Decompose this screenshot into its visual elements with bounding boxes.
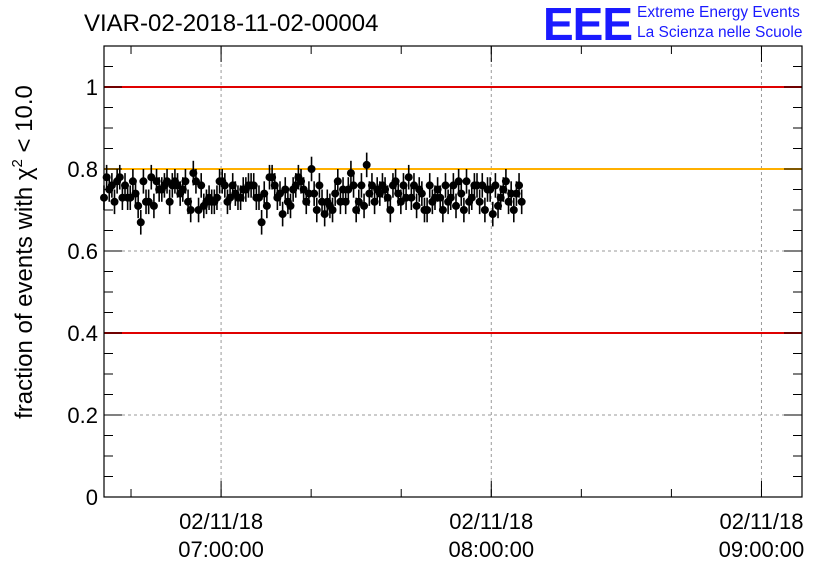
data-point — [509, 206, 518, 214]
data-point — [417, 189, 426, 198]
y-axis-title-suffix: < 10.0 — [11, 85, 38, 159]
y-tick-label: 0.2 — [67, 403, 98, 428]
data-point — [412, 201, 421, 210]
y-tick-label: 0 — [86, 485, 98, 510]
data-point — [425, 181, 434, 190]
plot-frame — [103, 45, 803, 498]
x-tick-label-time: 08:00:00 — [448, 537, 534, 562]
data-layer — [100, 152, 526, 235]
data-point — [480, 206, 489, 214]
data-point — [262, 201, 271, 210]
grid-layer — [104, 46, 802, 497]
data-point — [110, 197, 119, 206]
data-point — [220, 181, 229, 190]
x-tick-label-date: 02/11/18 — [179, 509, 263, 534]
y-tick-label: 0.4 — [67, 321, 98, 346]
data-point — [441, 181, 450, 190]
y-axis-title-prefix: fraction of events with — [11, 180, 38, 419]
data-point — [459, 206, 468, 214]
x-tick-label-time: 07:00:00 — [178, 537, 264, 562]
data-point — [423, 206, 432, 214]
data-point — [475, 197, 484, 206]
tick-labels: 0 0.2 0.4 0.6 0.8 1 02/11/18 07:00:00 02/11/18 08… — [67, 75, 804, 562]
tick-marks — [104, 45, 802, 498]
data-point — [181, 177, 190, 186]
y-tick-label: 0.6 — [67, 239, 98, 264]
data-point — [212, 193, 221, 202]
data-point — [315, 181, 324, 190]
data-point — [362, 160, 371, 169]
data-point — [312, 206, 321, 214]
eee-logo-line1: Extreme Energy Events — [637, 4, 800, 21]
y-axis-title-symbol: χ — [11, 167, 38, 180]
data-point — [136, 218, 145, 227]
data-point — [360, 201, 369, 210]
data-point — [515, 181, 524, 190]
data-point — [517, 197, 526, 206]
x-tick-label-date: 02/11/18 — [449, 509, 533, 534]
eee-logo: EEE Extreme Energy Events La Scienza nel… — [543, 0, 833, 50]
x-tick-label-date: 02/11/18 — [719, 509, 803, 534]
data-point — [328, 206, 337, 214]
y-tick-label: 0.8 — [67, 157, 98, 182]
y-tick-label: 1 — [86, 75, 98, 100]
data-point — [457, 189, 466, 198]
data-point — [357, 181, 366, 190]
data-point — [186, 206, 195, 214]
data-point — [139, 177, 148, 186]
data-point — [149, 201, 158, 210]
data-point — [488, 210, 497, 219]
data-point — [310, 189, 319, 198]
data-point — [462, 177, 471, 186]
data-point — [333, 177, 342, 186]
data-point — [501, 177, 510, 186]
data-point — [491, 181, 500, 190]
data-point — [115, 173, 124, 182]
x-tick-label-time: 09:00:00 — [719, 537, 805, 562]
data-point — [386, 206, 395, 214]
eee-logo-mark: EEE — [543, 0, 633, 50]
chart-title: VIAR-02-2018-11-02-00004 — [84, 10, 379, 37]
data-point — [286, 201, 295, 210]
data-point — [257, 218, 266, 227]
data-point — [278, 210, 287, 219]
data-point — [134, 201, 143, 210]
data-point — [165, 197, 174, 206]
y-axis-title: fraction of events with χ2 < 10.0 — [9, 85, 38, 419]
data-point — [438, 206, 447, 214]
data-point — [197, 181, 206, 190]
y-axis-title-exponent: 2 — [9, 159, 26, 167]
eee-logo-line2: La Scienza nelle Scuole — [637, 24, 803, 41]
data-point — [404, 173, 413, 182]
data-point — [452, 201, 461, 210]
data-point — [349, 181, 358, 190]
data-point — [307, 165, 316, 173]
